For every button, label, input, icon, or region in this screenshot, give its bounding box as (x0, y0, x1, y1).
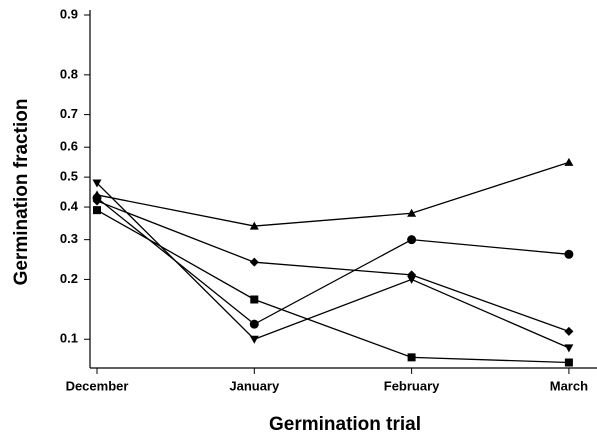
marker (564, 157, 574, 166)
y-tick-label: 0.7 (60, 106, 78, 121)
marker (564, 249, 574, 259)
y-tick-label: 0.5 (60, 169, 78, 184)
marker (92, 196, 102, 206)
marker (564, 326, 574, 336)
series-line (96, 200, 570, 333)
marker (407, 275, 417, 284)
y-axis-title: Germination fraction (11, 99, 32, 286)
marker (407, 208, 417, 217)
marker (250, 295, 259, 304)
y-tick-label: 0.8 (60, 66, 78, 81)
x-tick-label: December (66, 378, 129, 393)
marker (407, 353, 416, 362)
y-tick-label: 0.2 (60, 271, 78, 286)
x-axis-title: Germination trial (269, 414, 421, 435)
marker (249, 221, 259, 230)
marker (564, 344, 574, 353)
x-tick-label: February (384, 378, 440, 393)
marker (249, 335, 259, 344)
y-tick-label: 0.1 (60, 331, 78, 346)
x-tick-label: March (550, 378, 588, 393)
y-tick-label: 0.9 (60, 6, 78, 21)
series-line (96, 182, 570, 349)
series-line (96, 209, 569, 364)
series-line (96, 197, 569, 325)
y-tick-label: 0.6 (60, 139, 78, 154)
marker (407, 235, 417, 245)
y-tick-label: 0.3 (60, 231, 78, 246)
y-tick-label: 0.4 (60, 198, 79, 213)
marker (564, 358, 573, 367)
x-tick-label: January (229, 378, 280, 393)
marker (92, 179, 102, 188)
series-line (96, 161, 570, 227)
marker (249, 319, 259, 329)
marker (249, 257, 259, 267)
marker (93, 206, 101, 215)
